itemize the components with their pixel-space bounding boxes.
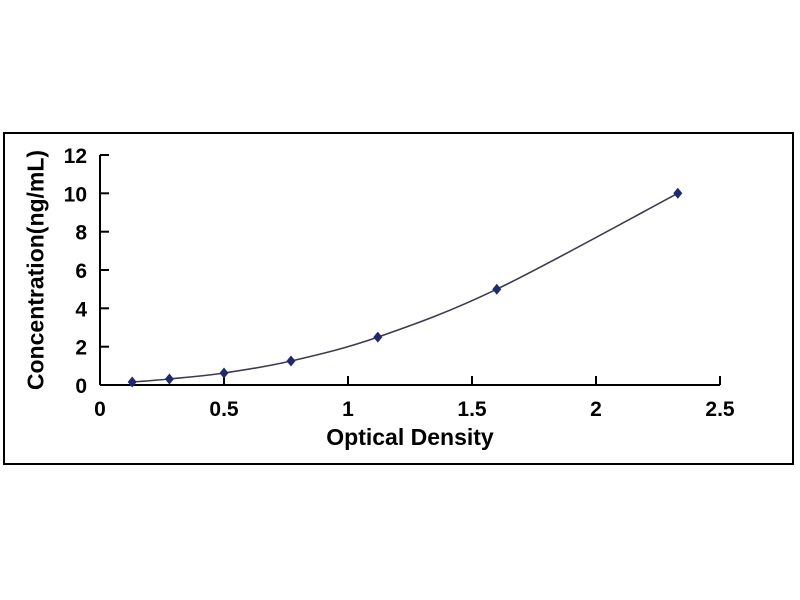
x-tick-label: 0.5	[209, 398, 239, 421]
data-point-marker	[673, 187, 683, 199]
curve-line	[132, 192, 679, 383]
data-point-marker	[373, 331, 383, 343]
y-tick-label: 10	[64, 183, 87, 206]
y-tick-label: 0	[75, 375, 87, 398]
x-tick-label: 2.5	[705, 398, 735, 421]
data-point-marker	[219, 367, 229, 379]
y-tick-label: 2	[75, 337, 87, 360]
data-point-marker	[164, 373, 174, 385]
standard-curve-plot: 0 2 4 6 8 10 12 0 0.5 1 1.5 2 2.5	[64, 145, 735, 421]
x-tick-label: 1	[342, 398, 354, 421]
x-tick-label: 1.5	[457, 398, 487, 421]
x-tick-label: 2	[590, 398, 602, 421]
y-tick-label: 4	[75, 298, 87, 321]
chart-frame: 0 2 4 6 8 10 12 0 0.5 1 1.5 2 2.5 Optical Density Co…	[3, 132, 794, 465]
y-axis-title: Concentration(ng/mL)	[22, 149, 49, 391]
data-point-marker	[127, 376, 137, 388]
y-tick-label: 6	[75, 260, 87, 283]
y-tick-label: 12	[64, 145, 87, 168]
data-point-marker	[492, 283, 502, 295]
x-tick-label: 0	[94, 398, 106, 421]
data-point-marker	[286, 355, 296, 367]
y-tick-label: 8	[75, 222, 87, 245]
x-axis-title: Optical Density	[326, 424, 494, 450]
